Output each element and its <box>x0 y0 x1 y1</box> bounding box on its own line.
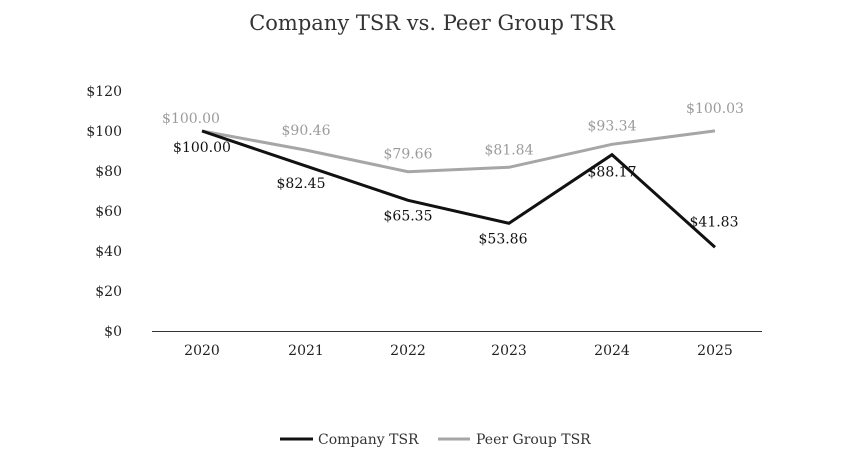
series-lines <box>201 129 717 249</box>
peer-data-label: $90.46 <box>282 123 331 139</box>
y-tick-label: $40 <box>95 244 122 260</box>
legend-item: Peer Group TSR <box>438 432 591 448</box>
x-tick-label: 2022 <box>390 343 426 359</box>
y-tick-label: $120 <box>86 84 122 100</box>
y-tick-label: $0 <box>104 324 122 340</box>
peer-data-label: $79.66 <box>384 147 433 163</box>
peer-data-label: $93.34 <box>588 118 637 134</box>
y-tick-label: $60 <box>95 204 122 220</box>
legend-label: Company TSR <box>318 432 419 448</box>
company-data-label: $82.45 <box>277 176 326 192</box>
company-data-label: $41.83 <box>690 214 739 230</box>
x-tick-label: 2020 <box>184 343 220 359</box>
x-tick-label: 2025 <box>697 343 733 359</box>
peer-data-label: $100.03 <box>686 101 744 117</box>
data-labels: $100.00 $82.45 $65.35 $53.86 $88.17 $41.83 $10… <box>162 101 744 247</box>
x-tick-label: 2021 <box>288 343 324 359</box>
company-data-label: $65.35 <box>384 208 433 224</box>
y-axis-ticks: $0 $20 $40 $60 $80 $100 $120 <box>86 84 122 340</box>
company-tsr-line <box>201 129 717 249</box>
company-data-label: $100.00 <box>173 140 231 156</box>
x-axis-ticks: 2020 2021 2022 2023 2024 2025 <box>184 343 733 359</box>
x-tick-label: 2024 <box>594 343 630 359</box>
legend: Company TSR Peer Group TSR <box>280 432 591 448</box>
legend-item: Company TSR <box>280 432 419 448</box>
chart-title: Company TSR vs. Peer Group TSR <box>249 11 616 35</box>
peer-data-label: $100.00 <box>162 111 220 127</box>
y-tick-label: $80 <box>95 164 122 180</box>
y-tick-label: $100 <box>86 124 122 140</box>
legend-label: Peer Group TSR <box>476 432 591 448</box>
peer-group-tsr-line <box>201 129 716 174</box>
company-data-label: $88.17 <box>588 165 637 181</box>
company-data-label: $53.86 <box>479 231 528 247</box>
x-tick-label: 2023 <box>491 343 527 359</box>
peer-data-label: $81.84 <box>485 142 534 158</box>
y-tick-label: $20 <box>95 284 122 300</box>
